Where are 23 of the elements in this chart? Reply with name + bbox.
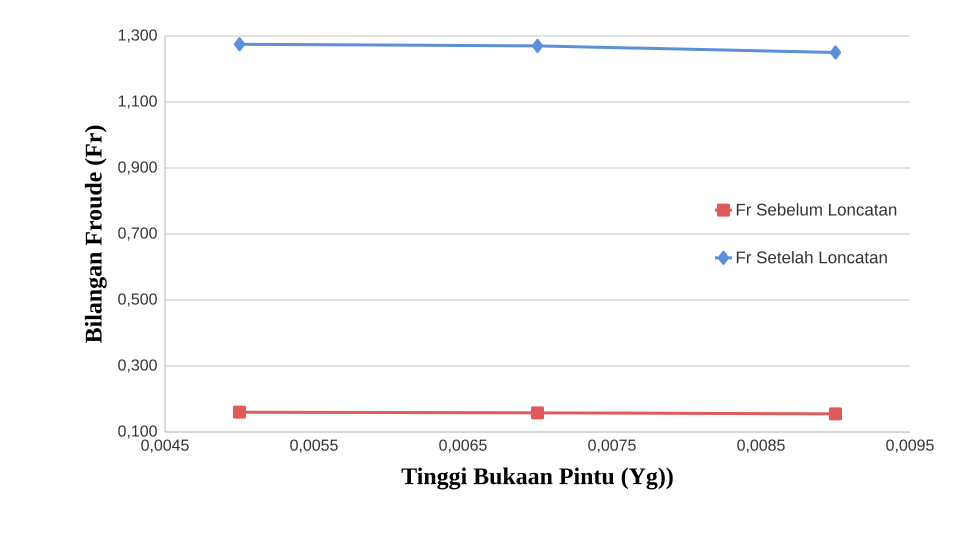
x-tick-label: 0,0085 [737,440,785,453]
x-tick-label: 0,0095 [886,440,934,453]
x-tick-label: 0,0065 [439,440,487,453]
point [234,37,246,52]
y-tick-label: 1,100 [118,95,157,109]
x-tick-label: 0,0055 [290,440,338,453]
y-tick-label: 0,900 [118,161,157,175]
point [531,406,544,420]
x-axis-title: Tinggi Bukaan Pintu (Yg)) [402,468,673,490]
x-tick-label: 0,0075 [588,440,636,453]
legend-label: Fr Sebelum Loncatan [736,203,896,216]
point [233,406,246,419]
y-tick-label: 0,100 [118,425,157,439]
y-tick-label: 0,500 [118,293,157,307]
y-tick-label: 0,300 [118,359,157,373]
y-tick-label: 0,700 [118,227,157,241]
point [829,407,842,420]
legend-label: Fr Setelah Loncatan [736,250,887,264]
point [830,45,842,60]
x-tick-label: 0,0045 [141,440,189,453]
y-axis-title: Bilangan Froude (Fr) [84,126,107,343]
y-tick-label: 1,300 [118,29,157,43]
point [532,38,544,53]
